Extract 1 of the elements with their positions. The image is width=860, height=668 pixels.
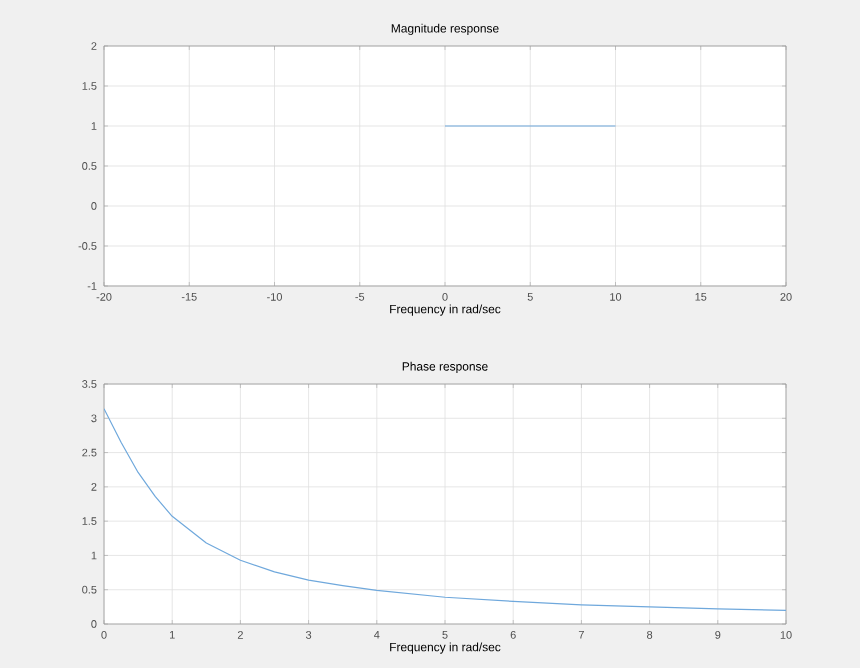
line-series xyxy=(104,408,787,611)
